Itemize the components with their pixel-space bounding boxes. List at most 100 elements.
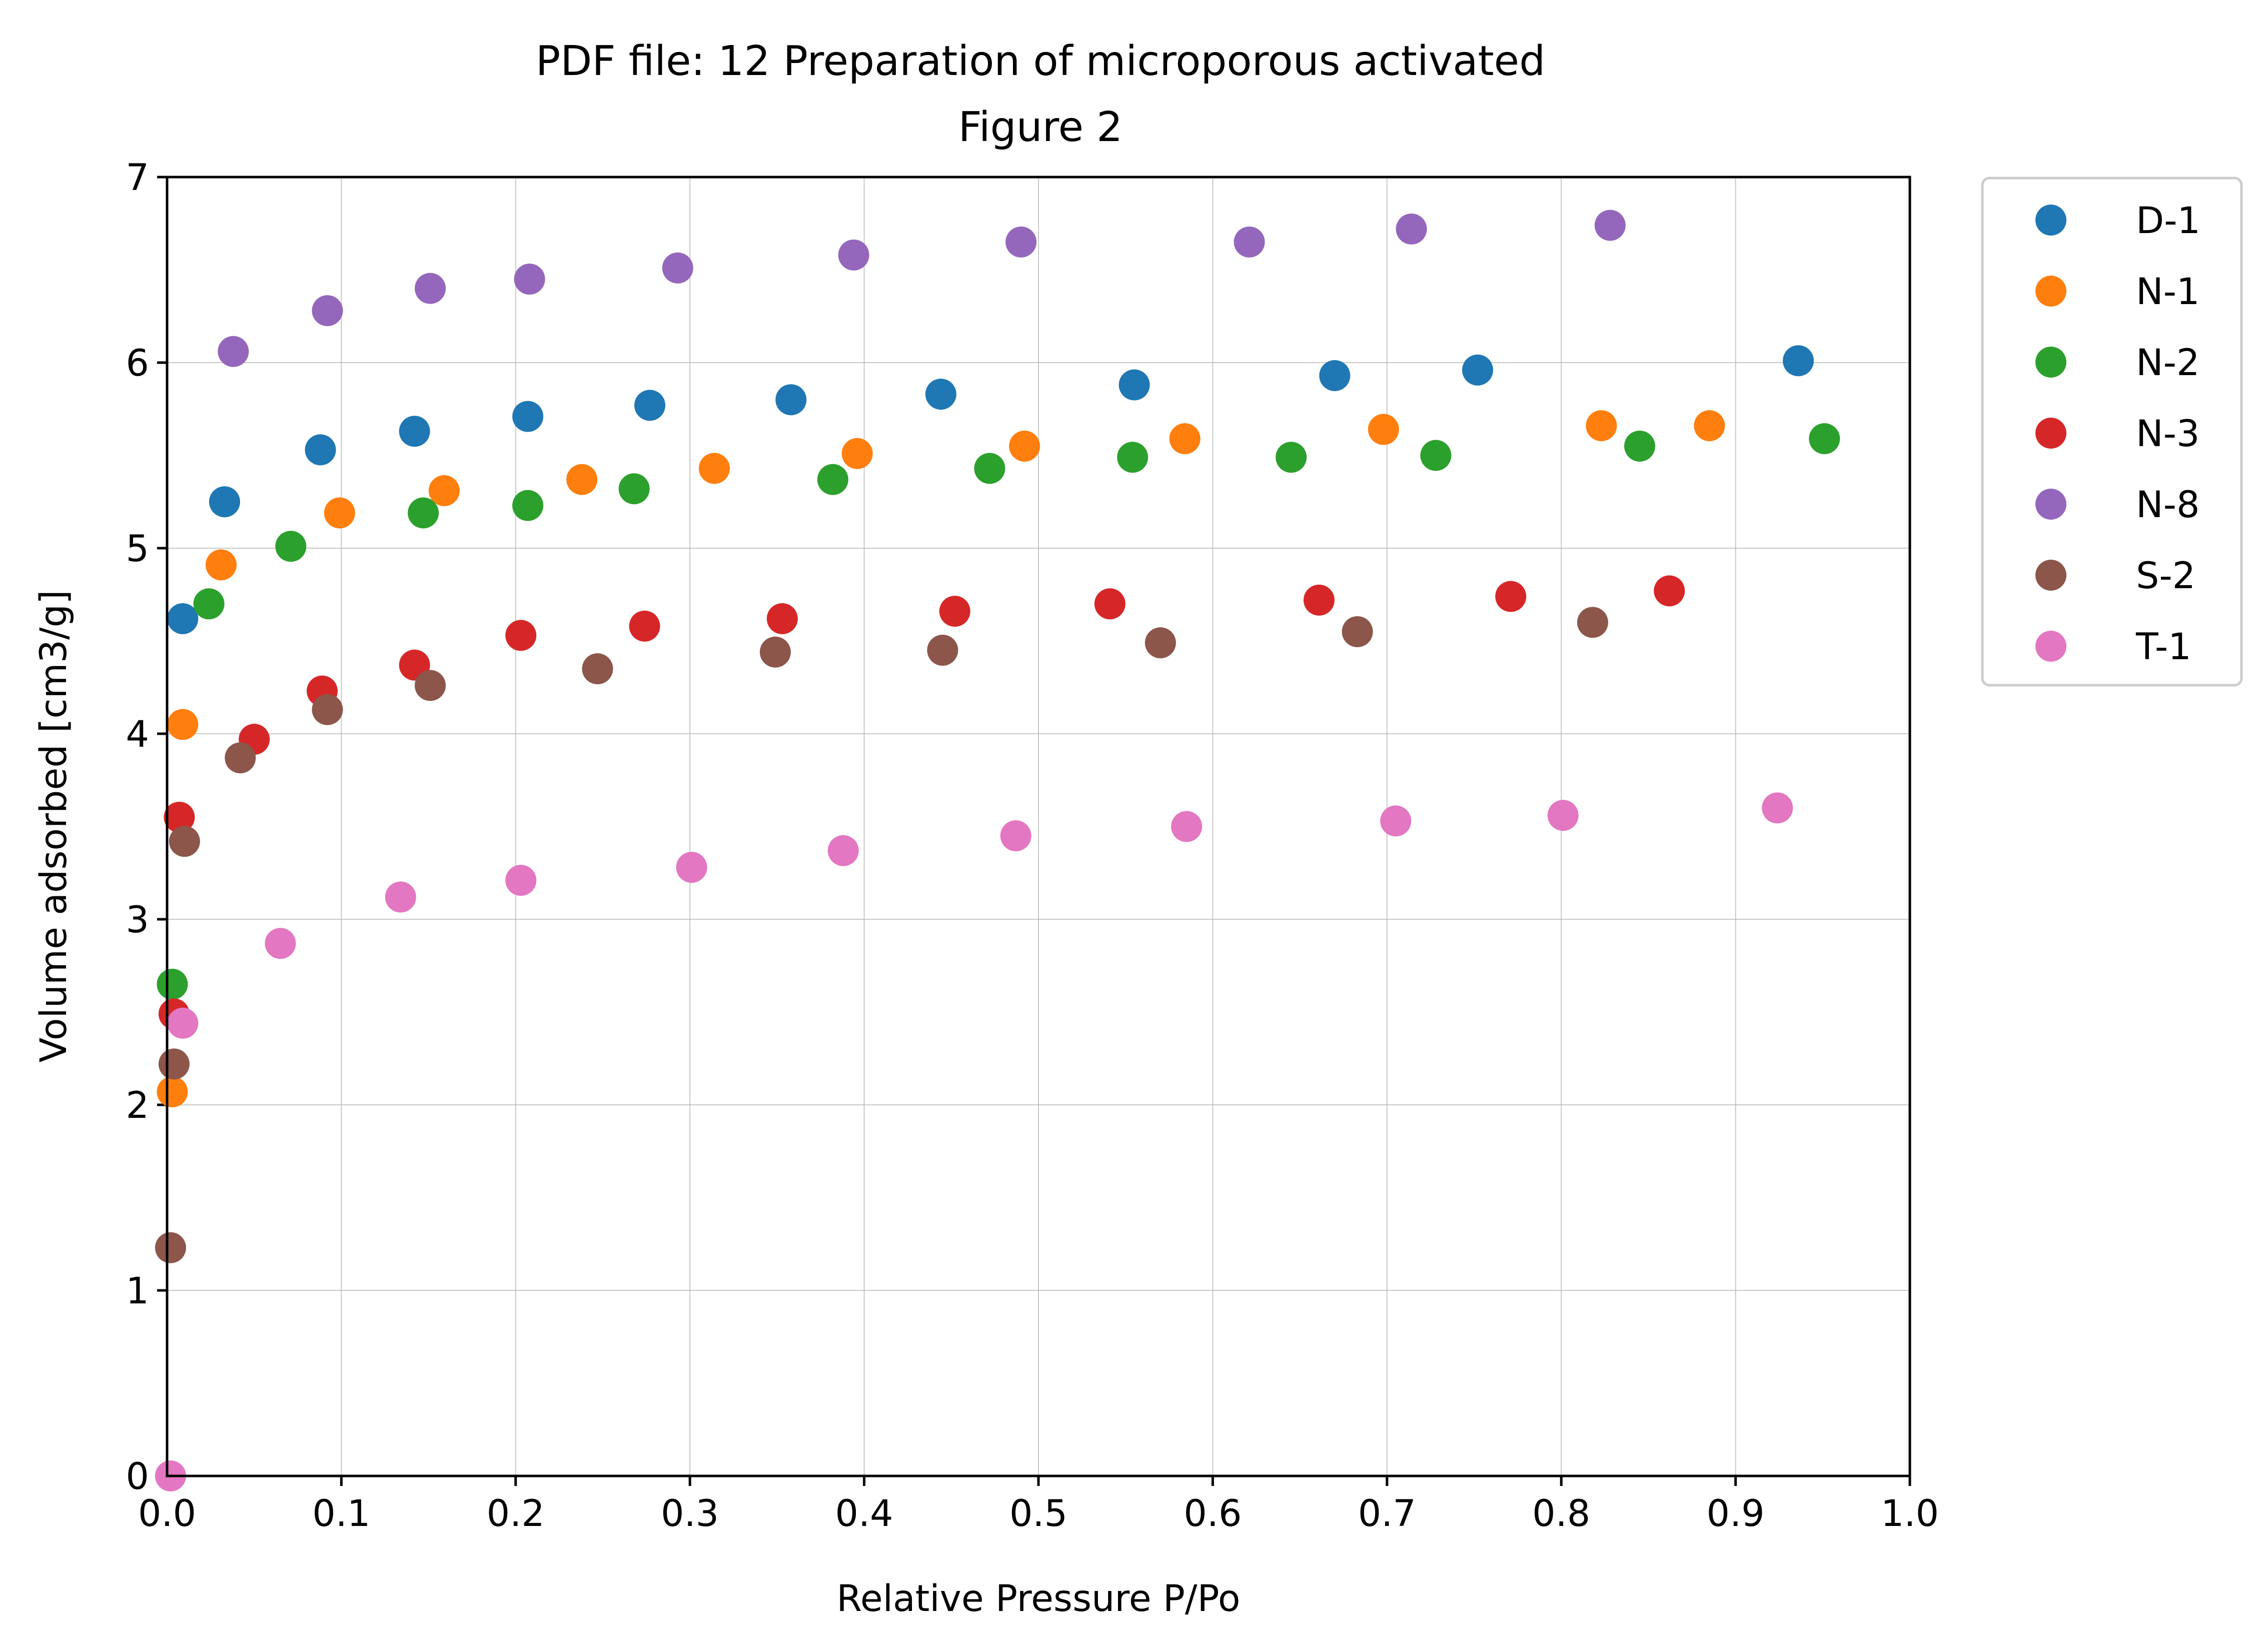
data-point xyxy=(1694,410,1725,442)
series-N-1 xyxy=(157,410,1725,1108)
y-tick-label: 7 xyxy=(126,157,149,199)
x-tick-label: 0.7 xyxy=(1358,1492,1416,1535)
data-point xyxy=(167,709,199,740)
legend-marker xyxy=(2035,489,2066,520)
data-point xyxy=(312,295,343,327)
data-point xyxy=(1303,584,1335,616)
data-point xyxy=(1117,442,1149,473)
data-point xyxy=(566,464,598,495)
y-tick-label: 6 xyxy=(126,342,149,385)
data-point xyxy=(1118,369,1150,401)
data-point xyxy=(415,273,446,304)
data-point xyxy=(817,464,848,495)
x-tick-label: 0.9 xyxy=(1707,1492,1765,1535)
data-point xyxy=(155,1232,186,1263)
plot-frame xyxy=(166,176,1911,1477)
data-point xyxy=(512,401,544,432)
data-point xyxy=(167,603,199,634)
data-point xyxy=(927,635,958,666)
data-point xyxy=(324,497,355,529)
data-point xyxy=(408,497,439,529)
data-point xyxy=(827,835,859,866)
y-tick-label: 0 xyxy=(126,1455,149,1498)
data-point xyxy=(925,379,956,410)
data-point xyxy=(505,620,537,651)
data-point xyxy=(1171,811,1203,842)
data-point xyxy=(1145,627,1176,659)
x-tick-label: 0.1 xyxy=(312,1492,370,1535)
data-points xyxy=(155,210,1840,1491)
data-point xyxy=(193,588,225,620)
data-point xyxy=(206,549,237,581)
data-point xyxy=(1783,345,1814,377)
legend-label: N-2 xyxy=(2136,342,2199,384)
data-point xyxy=(164,801,195,833)
data-point xyxy=(1577,607,1608,638)
legend-label: T-1 xyxy=(2135,626,2191,668)
data-point xyxy=(1547,800,1579,831)
data-point xyxy=(841,438,873,469)
data-point xyxy=(1654,575,1685,607)
legend-marker xyxy=(2035,205,2066,236)
data-point xyxy=(505,865,537,896)
x-tick-label: 0.6 xyxy=(1184,1492,1242,1535)
data-point xyxy=(582,653,613,685)
data-point xyxy=(838,239,869,271)
data-point xyxy=(1368,414,1399,445)
data-point xyxy=(514,264,545,295)
data-point xyxy=(512,490,544,521)
data-point xyxy=(1420,440,1452,471)
data-point xyxy=(1586,410,1617,442)
legend-label: S-2 xyxy=(2136,555,2195,597)
data-point xyxy=(939,596,970,627)
y-tick-label: 2 xyxy=(126,1084,149,1127)
data-point xyxy=(428,475,460,506)
chart-title: PDF file: 12 Preparation of microporous … xyxy=(536,38,1545,85)
data-point xyxy=(1009,430,1040,462)
data-point xyxy=(759,636,791,668)
data-point xyxy=(1319,360,1351,391)
y-tick-label: 1 xyxy=(126,1270,149,1312)
data-point xyxy=(1342,616,1373,647)
data-point xyxy=(1396,213,1427,245)
x-tick-label: 0.4 xyxy=(835,1492,893,1535)
data-point xyxy=(415,670,446,701)
data-point xyxy=(275,531,307,562)
series-N-8 xyxy=(218,210,1626,367)
y-tick-label: 3 xyxy=(126,899,149,941)
series-N-3 xyxy=(158,575,1685,1030)
data-point xyxy=(209,486,240,518)
data-point xyxy=(618,473,650,505)
data-point xyxy=(1624,430,1655,462)
x-axis-label: Relative Pressure P/Po xyxy=(836,1577,1240,1620)
legend-marker xyxy=(2035,418,2066,449)
legend-marker xyxy=(2035,347,2066,378)
legend-marker xyxy=(2035,276,2066,307)
data-point xyxy=(305,434,336,466)
legend-marker xyxy=(2035,560,2066,591)
data-point xyxy=(662,252,693,284)
data-point xyxy=(265,928,296,959)
data-point xyxy=(676,852,707,883)
data-point xyxy=(629,610,660,642)
data-point xyxy=(158,1048,190,1080)
data-point xyxy=(1005,226,1037,258)
y-axis-label: Volume adsorbed [cm3/g] xyxy=(33,590,75,1063)
legend-label: D-1 xyxy=(2136,200,2200,242)
data-point xyxy=(399,416,430,447)
data-point xyxy=(157,1076,188,1108)
data-point xyxy=(1276,442,1307,473)
legend-label: N-1 xyxy=(2136,271,2199,313)
legend: D-1 N-1 N-2 N-3 N-8 S-2 T-1 xyxy=(1981,177,2243,687)
x-tick-label: 0.8 xyxy=(1532,1492,1590,1535)
y-tick-label: 4 xyxy=(126,713,149,756)
data-point xyxy=(974,453,1005,484)
data-point xyxy=(225,742,256,774)
legend-label: N-8 xyxy=(2136,484,2199,526)
data-point xyxy=(218,336,249,367)
data-point xyxy=(167,1007,199,1039)
data-point xyxy=(1094,588,1125,620)
data-point xyxy=(1809,423,1840,455)
data-point xyxy=(698,453,730,484)
